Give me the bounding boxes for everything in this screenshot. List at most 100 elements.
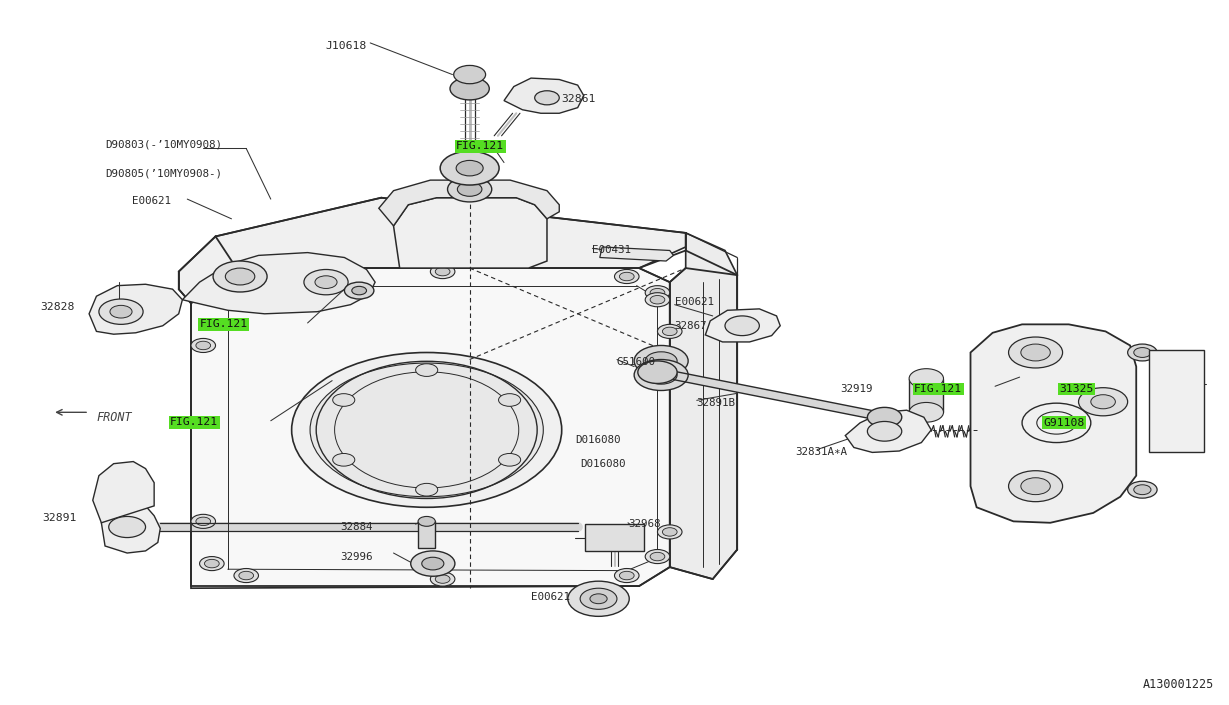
Circle shape bbox=[98, 299, 143, 324]
Polygon shape bbox=[504, 78, 584, 114]
Circle shape bbox=[435, 267, 450, 276]
Circle shape bbox=[304, 269, 348, 295]
Text: 32891B: 32891B bbox=[697, 398, 736, 408]
Polygon shape bbox=[178, 197, 686, 303]
Circle shape bbox=[909, 369, 944, 388]
Circle shape bbox=[195, 341, 210, 350]
Text: 32828: 32828 bbox=[41, 302, 74, 312]
Circle shape bbox=[422, 557, 444, 570]
Circle shape bbox=[333, 453, 355, 466]
Circle shape bbox=[1021, 478, 1051, 495]
Circle shape bbox=[590, 594, 607, 603]
Circle shape bbox=[199, 282, 224, 296]
Circle shape bbox=[645, 549, 670, 563]
Circle shape bbox=[213, 261, 267, 292]
Circle shape bbox=[108, 517, 145, 537]
Polygon shape bbox=[101, 504, 160, 553]
Circle shape bbox=[204, 285, 219, 293]
Circle shape bbox=[447, 176, 492, 202]
Circle shape bbox=[238, 272, 253, 281]
Circle shape bbox=[1128, 344, 1158, 361]
Circle shape bbox=[634, 345, 688, 376]
Circle shape bbox=[614, 568, 639, 582]
Text: E00621: E00621 bbox=[132, 196, 171, 207]
Text: 32996: 32996 bbox=[340, 551, 374, 562]
Circle shape bbox=[645, 366, 677, 384]
Circle shape bbox=[351, 286, 366, 295]
Circle shape bbox=[535, 91, 559, 105]
Circle shape bbox=[344, 282, 374, 299]
Circle shape bbox=[450, 78, 489, 100]
Text: FIG.121: FIG.121 bbox=[170, 417, 219, 427]
Circle shape bbox=[310, 363, 543, 497]
Circle shape bbox=[418, 517, 435, 527]
Circle shape bbox=[619, 571, 634, 580]
Circle shape bbox=[234, 269, 258, 283]
Circle shape bbox=[430, 572, 455, 586]
Circle shape bbox=[315, 276, 337, 288]
Text: 32919: 32919 bbox=[841, 384, 873, 394]
Circle shape bbox=[725, 316, 760, 336]
Circle shape bbox=[645, 286, 670, 300]
Circle shape bbox=[291, 352, 562, 508]
Text: FRONT: FRONT bbox=[96, 411, 132, 424]
Circle shape bbox=[650, 288, 665, 297]
Circle shape bbox=[456, 161, 483, 176]
Circle shape bbox=[580, 588, 617, 609]
Text: D016080: D016080 bbox=[580, 459, 626, 469]
Text: E00621: E00621 bbox=[531, 591, 570, 601]
Text: G91108: G91108 bbox=[1043, 418, 1084, 428]
Polygon shape bbox=[88, 284, 182, 334]
Text: 32884: 32884 bbox=[340, 522, 374, 532]
Text: 32831A∗A: 32831A∗A bbox=[795, 448, 847, 458]
Circle shape bbox=[1128, 482, 1158, 498]
Polygon shape bbox=[190, 268, 670, 588]
Text: A130001225: A130001225 bbox=[1142, 678, 1213, 691]
Circle shape bbox=[410, 551, 455, 576]
Circle shape bbox=[454, 66, 485, 84]
Circle shape bbox=[1134, 348, 1152, 357]
Circle shape bbox=[650, 552, 665, 560]
Text: D90803(-’10MY0908): D90803(-’10MY0908) bbox=[104, 140, 222, 150]
Circle shape bbox=[199, 556, 224, 570]
Circle shape bbox=[1091, 395, 1116, 409]
Circle shape bbox=[662, 528, 677, 536]
Circle shape bbox=[650, 295, 665, 304]
Circle shape bbox=[440, 152, 499, 185]
Text: D90805(’10MY0908-): D90805(’10MY0908-) bbox=[104, 168, 222, 178]
Text: 32861: 32861 bbox=[562, 94, 596, 104]
Circle shape bbox=[1009, 471, 1063, 502]
Circle shape bbox=[645, 293, 670, 307]
Circle shape bbox=[204, 559, 219, 568]
Circle shape bbox=[1079, 388, 1128, 416]
Text: 32968: 32968 bbox=[628, 519, 660, 529]
Text: E00431: E00431 bbox=[592, 245, 632, 255]
Polygon shape bbox=[600, 247, 673, 261]
Text: FIG.121: FIG.121 bbox=[456, 141, 504, 152]
Bar bbox=[585, 525, 644, 551]
Text: 31325: 31325 bbox=[1059, 384, 1094, 394]
Circle shape bbox=[638, 361, 677, 384]
Circle shape bbox=[195, 517, 210, 526]
Polygon shape bbox=[92, 462, 154, 523]
Circle shape bbox=[1009, 337, 1063, 368]
Circle shape bbox=[190, 338, 215, 352]
Text: FIG.121: FIG.121 bbox=[199, 319, 248, 329]
Polygon shape bbox=[846, 410, 932, 453]
Circle shape bbox=[868, 422, 902, 441]
Polygon shape bbox=[670, 233, 737, 579]
Circle shape bbox=[634, 360, 688, 391]
Polygon shape bbox=[971, 324, 1137, 523]
Circle shape bbox=[645, 352, 677, 370]
Circle shape bbox=[1021, 344, 1051, 361]
Circle shape bbox=[109, 305, 132, 318]
Polygon shape bbox=[705, 309, 780, 342]
Circle shape bbox=[662, 327, 677, 336]
Circle shape bbox=[568, 581, 629, 616]
Polygon shape bbox=[379, 180, 559, 226]
Circle shape bbox=[658, 324, 682, 338]
Circle shape bbox=[1134, 485, 1152, 495]
Text: 32891: 32891 bbox=[43, 513, 76, 523]
Text: 32867: 32867 bbox=[675, 321, 707, 331]
Circle shape bbox=[225, 268, 254, 285]
